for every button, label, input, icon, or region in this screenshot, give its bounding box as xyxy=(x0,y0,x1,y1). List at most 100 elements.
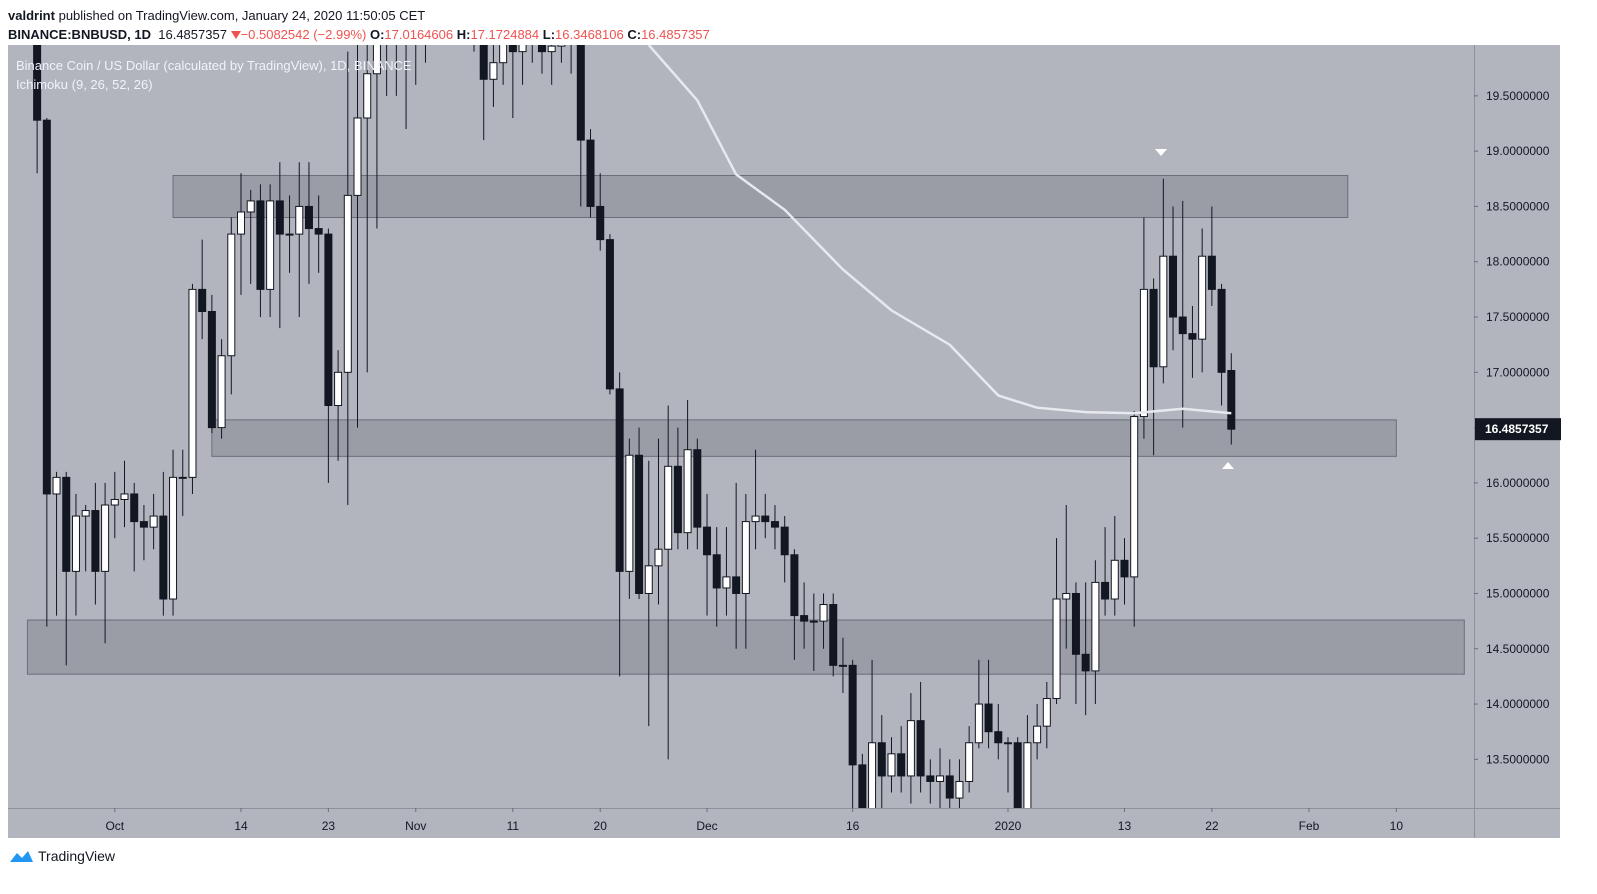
x-tick-label: 23 xyxy=(322,819,336,833)
candle-body xyxy=(1227,369,1236,430)
candle-body xyxy=(722,576,731,589)
candle-body xyxy=(178,476,187,479)
candle-body xyxy=(654,548,663,567)
candle-body xyxy=(1178,316,1187,335)
x-tick-label: 11 xyxy=(507,819,520,833)
candle-body xyxy=(1188,333,1197,340)
y-tick-label: 19.5000000 xyxy=(1486,89,1550,103)
chart-title: Binance Coin / US Dollar (calculated by … xyxy=(16,58,412,73)
candle-body xyxy=(712,554,721,589)
change: −0.5082542 (−2.99%) xyxy=(240,27,367,42)
candle-body xyxy=(965,742,974,782)
symbol: BINANCE:BNBUSD, 1D xyxy=(8,27,152,42)
candle-body xyxy=(489,62,498,80)
y-tick-label: 17.5000000 xyxy=(1486,310,1550,324)
chart-background xyxy=(8,45,1560,838)
candle-body xyxy=(52,476,61,495)
candle-body xyxy=(974,703,983,744)
candle-body xyxy=(217,355,226,429)
axes: 13.5000000 14.0000000 14.5000000 15.0000000… xyxy=(105,89,1561,833)
logo-icon xyxy=(10,851,33,862)
high-label: H: xyxy=(456,27,471,42)
candle-body xyxy=(761,515,770,523)
candle-body xyxy=(227,233,236,357)
candle-body xyxy=(207,310,216,429)
candle-body xyxy=(159,515,168,600)
candle-body xyxy=(285,233,294,236)
candle-body xyxy=(732,576,741,594)
candle-body xyxy=(81,510,90,517)
candle-body xyxy=(198,288,207,312)
candle-body xyxy=(130,493,139,523)
y-tick-label: 16.0000000 xyxy=(1486,476,1550,490)
candle-body xyxy=(372,45,381,75)
candle-body xyxy=(858,764,867,808)
candle-body xyxy=(945,775,954,799)
candle-body xyxy=(499,45,508,64)
down-arrow xyxy=(230,31,241,39)
open-label: O: xyxy=(369,27,385,42)
y-tick-label: 17.0000000 xyxy=(1486,365,1550,379)
x-tick-label: Nov xyxy=(405,819,426,833)
candle-body xyxy=(1052,598,1061,700)
x-tick-label: 20 xyxy=(594,819,608,833)
candle-body xyxy=(334,371,343,406)
low-label: L: xyxy=(542,27,556,42)
candle-body xyxy=(829,604,838,666)
candle-body xyxy=(741,521,750,594)
x-tick-label: Dec xyxy=(696,819,717,833)
candle-body xyxy=(1120,559,1129,578)
candle-body xyxy=(576,45,585,141)
last-price: 16.4857357 xyxy=(158,27,227,42)
candle-body xyxy=(1139,288,1148,418)
candle-body xyxy=(101,504,110,572)
x-tick-label: 10 xyxy=(1390,819,1404,833)
candle-body xyxy=(120,493,129,500)
candle-body xyxy=(169,476,178,600)
y-tick-label: 15.0000000 xyxy=(1486,586,1550,600)
candle-body xyxy=(703,526,712,556)
candle-body xyxy=(906,720,915,777)
candle-body xyxy=(149,515,158,528)
zone xyxy=(211,419,1397,457)
zone xyxy=(172,174,1349,219)
candle-body xyxy=(363,73,372,119)
candle-body xyxy=(693,449,702,528)
author: valdrint xyxy=(8,8,55,23)
x-tick-label: 2020 xyxy=(995,819,1022,833)
indicator-label: Ichimoku (9, 26, 52, 26) xyxy=(16,77,153,92)
indicator-line xyxy=(647,45,1232,415)
candle-body xyxy=(994,731,1003,744)
published: published on TradingView.com, January 24… xyxy=(58,8,426,23)
candle-body xyxy=(1062,592,1071,600)
candle-body xyxy=(1003,742,1012,745)
candle-body xyxy=(1130,416,1139,578)
candle-body xyxy=(605,239,614,390)
candle-body xyxy=(1149,288,1158,368)
y-tick-label: 18.5000000 xyxy=(1486,199,1550,213)
candle-body xyxy=(1217,288,1226,373)
footer: TradingView xyxy=(8,848,115,864)
candle-body xyxy=(62,476,71,572)
candle-body xyxy=(673,465,682,534)
candle-body xyxy=(770,521,779,528)
candle-body xyxy=(353,117,362,196)
candle-body xyxy=(615,388,624,572)
candle-body xyxy=(508,45,517,53)
candle-body xyxy=(596,205,605,241)
candle-body xyxy=(887,753,896,777)
candle-body xyxy=(984,703,993,733)
candle-body xyxy=(868,742,877,808)
candle-body xyxy=(343,194,352,373)
candle-body xyxy=(1013,742,1022,808)
marker-up xyxy=(1222,462,1234,469)
candle-body xyxy=(1207,255,1216,290)
candle-body xyxy=(819,604,828,622)
candle-body xyxy=(1159,255,1168,368)
candle-body xyxy=(91,510,100,572)
candle-body xyxy=(557,45,566,47)
candle-body xyxy=(809,620,818,623)
x-tick-label: Oct xyxy=(105,819,124,833)
candle-body xyxy=(71,515,80,572)
